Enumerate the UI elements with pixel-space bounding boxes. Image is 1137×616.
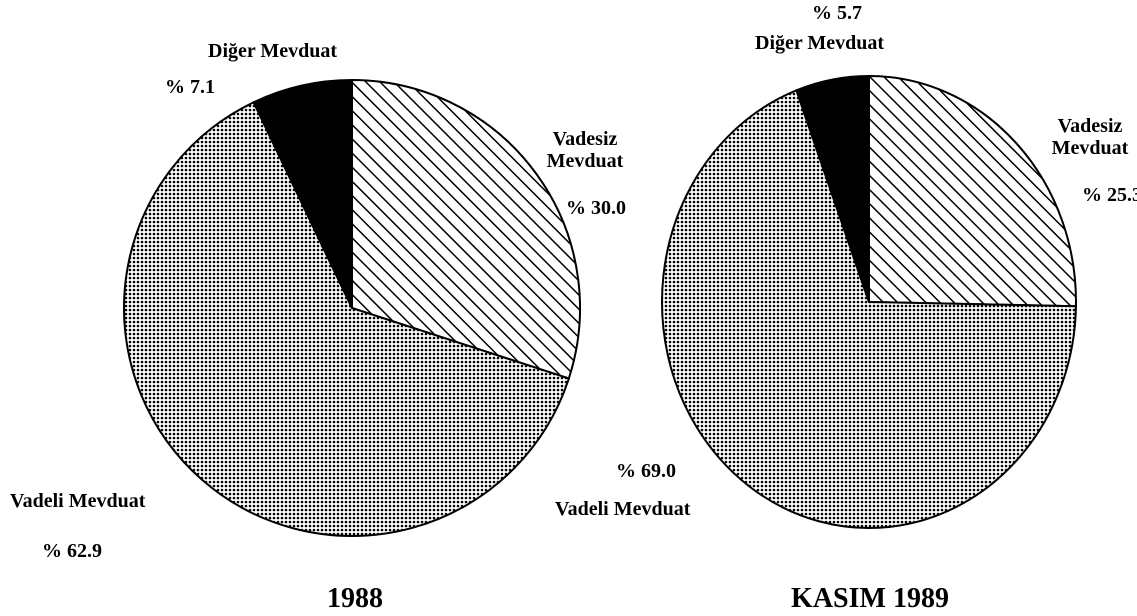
value-label: % 7.1	[165, 76, 215, 98]
pie-slice	[252, 78, 353, 309]
pie-slice	[795, 74, 870, 303]
value-label: % 5.7	[812, 2, 862, 24]
chart-title: KASIM 1989	[791, 583, 949, 614]
value-label: % 30.0	[566, 197, 626, 219]
chart-title: 1988	[327, 583, 383, 614]
pie-slice	[123, 100, 571, 537]
slice-label: Vadesiz Mevduat	[1051, 115, 1129, 159]
pie-slice	[351, 78, 581, 380]
value-label: % 62.9	[42, 540, 102, 562]
pie-slice	[868, 74, 1077, 308]
slice-label: Vadeli Mevduat	[10, 490, 146, 512]
slice-label: Diğer Mevduat	[208, 40, 338, 62]
pie-slice	[660, 89, 1077, 529]
slice-label: Vadeli Mevduat	[555, 498, 691, 520]
slice-label: Vadesiz Mevduat	[546, 128, 624, 172]
slice-label: Diğer Mevduat	[755, 32, 885, 54]
value-label: % 69.0	[616, 460, 676, 482]
value-label: % 25.3	[1082, 184, 1137, 206]
